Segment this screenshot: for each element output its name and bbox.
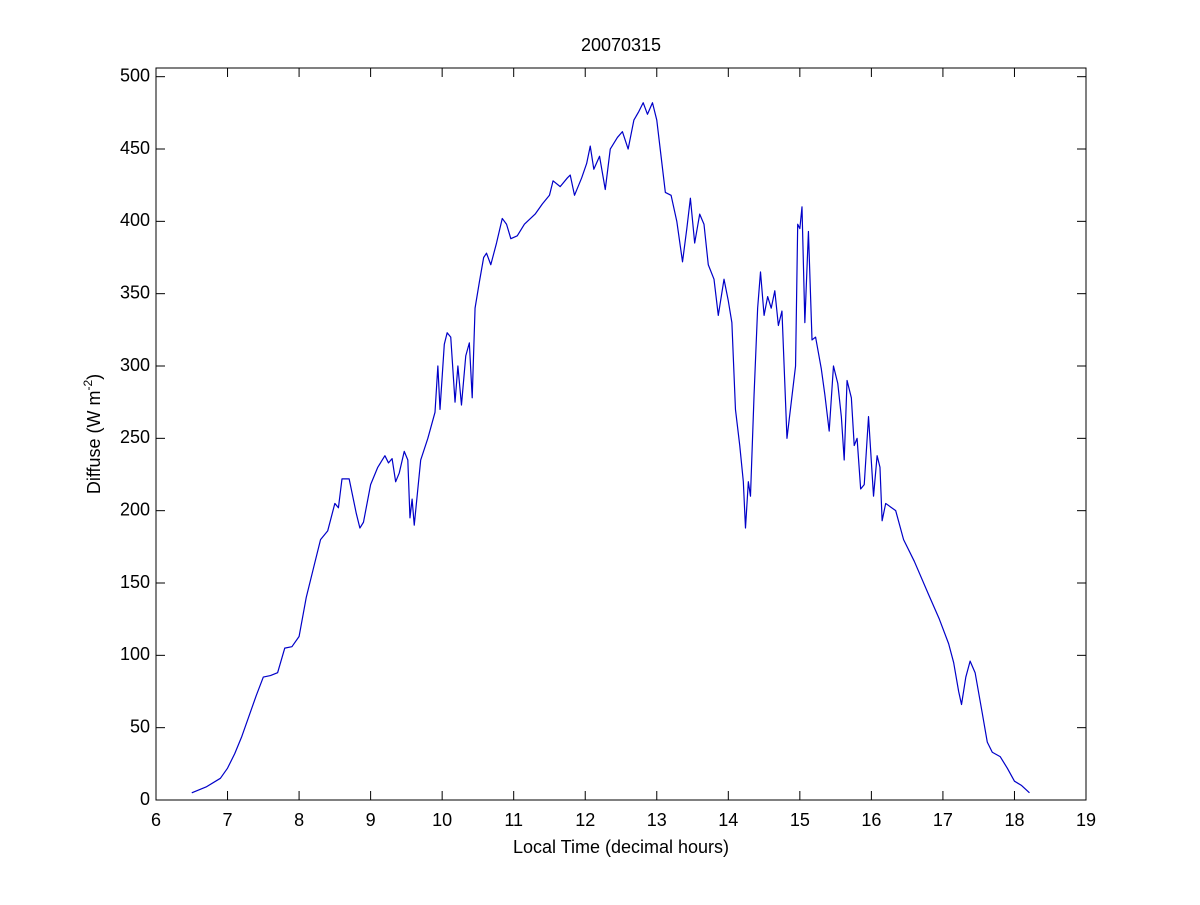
x-tick-label: 13 bbox=[647, 810, 667, 830]
y-axis-label-text: Diffuse (W m bbox=[84, 390, 104, 494]
x-tick-label: 15 bbox=[790, 810, 810, 830]
x-tick-label: 19 bbox=[1076, 810, 1096, 830]
y-tick-label: 100 bbox=[120, 644, 150, 664]
y-tick-label: 150 bbox=[120, 572, 150, 592]
x-tick-label: 6 bbox=[151, 810, 161, 830]
x-tick-label: 17 bbox=[933, 810, 953, 830]
y-tick-label: 0 bbox=[140, 789, 150, 809]
y-tick-label: 250 bbox=[120, 427, 150, 447]
x-tick-label: 14 bbox=[718, 810, 738, 830]
x-axis-label: Local Time (decimal hours) bbox=[513, 837, 729, 857]
y-axis-label: Diffuse (W m-2) bbox=[81, 374, 104, 494]
y-axis-label-close: ) bbox=[84, 374, 104, 380]
x-tick-label: 11 bbox=[504, 810, 523, 830]
y-tick-label: 400 bbox=[120, 210, 150, 230]
plot-area bbox=[155, 67, 1087, 801]
x-tick-label: 12 bbox=[575, 810, 595, 830]
x-tick-label: 7 bbox=[223, 810, 233, 830]
x-tick-label: 9 bbox=[366, 810, 376, 830]
x-tick-label: 8 bbox=[294, 810, 304, 830]
y-tick-label: 450 bbox=[120, 138, 150, 158]
y-tick-label: 50 bbox=[130, 716, 150, 736]
x-tick-label: 18 bbox=[1004, 810, 1024, 830]
y-tick-label: 500 bbox=[120, 65, 150, 85]
x-tick-label: 10 bbox=[432, 810, 452, 830]
data-line bbox=[191, 102, 1030, 794]
chart-title: 20070315 bbox=[581, 35, 661, 55]
x-tick-label: 16 bbox=[861, 810, 881, 830]
y-tick-label: 300 bbox=[120, 355, 150, 375]
y-tick-label: 200 bbox=[120, 499, 150, 519]
y-axis-label-exponent: -2 bbox=[81, 379, 95, 390]
y-tick-label: 350 bbox=[120, 282, 150, 302]
